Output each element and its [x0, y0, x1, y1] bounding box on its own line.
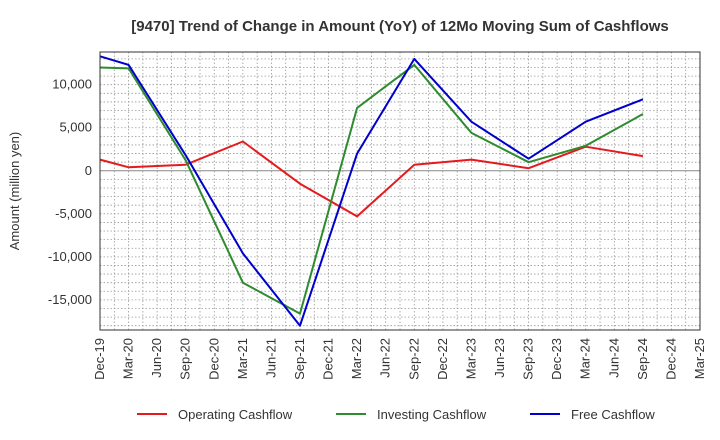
- x-tick-labels: Dec-19 Mar-20 Jun-20 Sep-20 Dec-20 Mar-21 Jun-…: [92, 338, 707, 380]
- investing-cashflow-legend-label: Investing Cashflow: [377, 407, 487, 422]
- y-tick-label: 10,000: [52, 77, 92, 92]
- legend: Operating Cashflow Investing Cashflow Free…: [137, 407, 655, 422]
- x-tick-label: Sep-22: [406, 338, 421, 380]
- y-tick-label: 0: [85, 163, 92, 178]
- x-tick-label: Jun-23: [492, 338, 507, 378]
- x-tick-label: Mar-25: [692, 338, 707, 379]
- chart-title: [9470] Trend of Change in Amount (YoY) o…: [131, 18, 669, 35]
- operating-cashflow-line: [99, 140, 644, 218]
- operating-cashflow-legend-label: Operating Cashflow: [178, 407, 293, 422]
- series-lines: [99, 55, 644, 327]
- x-tick-label: Mar-24: [578, 338, 593, 379]
- free-cashflow-line: [99, 55, 644, 327]
- x-tick-label: Jun-24: [606, 338, 621, 378]
- x-tick-label: Jun-20: [149, 338, 164, 378]
- x-tick-label: Dec-24: [663, 338, 678, 380]
- x-tick-label: Sep-21: [292, 338, 307, 380]
- y-tick-label: -10,000: [48, 249, 92, 264]
- x-tick-label: Mar-21: [235, 338, 250, 379]
- y-axis-label: Amount (million yen): [7, 132, 22, 251]
- plot-frame: [99, 51, 701, 331]
- y-tick-label: 5,000: [59, 120, 92, 135]
- y-tick-label: -15,000: [48, 292, 92, 307]
- x-tick-label: Dec-19: [92, 338, 107, 380]
- x-tick-label: Jun-22: [378, 338, 393, 378]
- x-tick-label: Jun-21: [263, 338, 278, 378]
- x-tick-label: Dec-21: [321, 338, 336, 380]
- x-tick-label: Sep-23: [521, 338, 536, 380]
- y-tick-labels: 10,000 5,000 0 -5,000 -10,000 -15,000: [48, 77, 92, 307]
- x-tick-label: Mar-23: [463, 338, 478, 379]
- free-cashflow-legend-label: Free Cashflow: [571, 407, 655, 422]
- x-tick-label: Dec-23: [549, 338, 564, 380]
- x-tick-label: Sep-20: [178, 338, 193, 380]
- x-tick-label: Dec-22: [435, 338, 450, 380]
- x-tick-label: Sep-24: [635, 338, 650, 380]
- x-tick-label: Dec-20: [206, 338, 221, 380]
- x-tick-label: Mar-22: [349, 338, 364, 379]
- y-tick-label: -5,000: [55, 206, 92, 221]
- grid-lines: [99, 52, 701, 330]
- x-tick-label: Mar-20: [121, 338, 136, 379]
- investing-cashflow-line: [99, 63, 644, 315]
